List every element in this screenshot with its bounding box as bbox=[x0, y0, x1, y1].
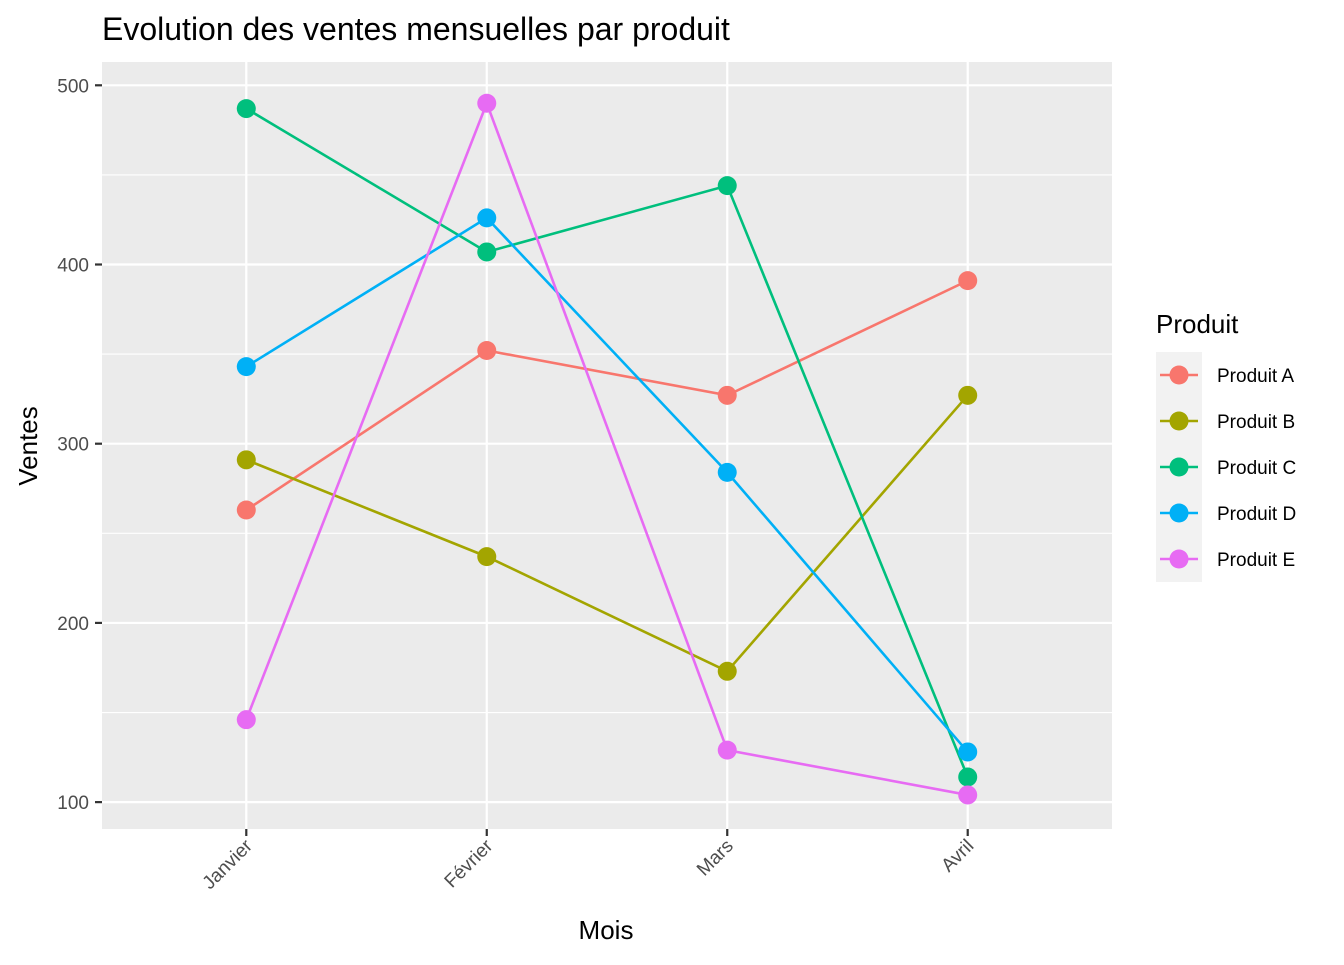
data-point bbox=[717, 661, 737, 681]
y-tick-label: 500 bbox=[57, 76, 89, 97]
data-point bbox=[717, 740, 737, 760]
legend-key-point bbox=[1169, 457, 1189, 477]
data-point bbox=[958, 742, 978, 762]
series-line bbox=[245, 99, 968, 797]
series-line bbox=[245, 394, 969, 673]
legend-item: Produit E bbox=[1156, 536, 1295, 582]
legend-label: Produit C bbox=[1217, 458, 1296, 479]
legend-label: Produit D bbox=[1217, 504, 1296, 525]
data-point bbox=[717, 462, 737, 482]
legend-key-point bbox=[1169, 411, 1189, 431]
data-point bbox=[236, 450, 256, 470]
data-point bbox=[717, 385, 737, 405]
panel-background bbox=[102, 62, 1112, 829]
series-produit-a bbox=[236, 271, 978, 520]
plot-panel bbox=[102, 62, 1112, 829]
legend-title: Produit bbox=[1156, 309, 1239, 339]
data-point bbox=[717, 176, 737, 196]
series-produit-e bbox=[236, 93, 978, 805]
series-produit-d bbox=[236, 208, 978, 762]
data-point bbox=[477, 93, 497, 113]
legend-item: Produit B bbox=[1156, 398, 1295, 444]
legend-item: Produit C bbox=[1156, 444, 1296, 490]
data-point bbox=[477, 242, 497, 262]
data-point bbox=[477, 208, 497, 228]
data-point bbox=[477, 341, 497, 361]
series-produit-b bbox=[236, 385, 978, 681]
series-line bbox=[245, 107, 969, 778]
series-line bbox=[245, 216, 969, 753]
legend-label: Produit B bbox=[1217, 412, 1295, 433]
legend-item: Produit A bbox=[1156, 352, 1294, 398]
data-point bbox=[236, 500, 256, 520]
y-axis-label: Ventes bbox=[13, 406, 43, 486]
y-tick-label: 100 bbox=[57, 793, 89, 814]
data-point bbox=[958, 767, 978, 787]
x-tick-label: Janvier bbox=[199, 835, 258, 894]
y-tick-label: 200 bbox=[57, 614, 89, 635]
series-line bbox=[245, 279, 969, 512]
y-tick-label: 300 bbox=[57, 435, 89, 456]
y-tick-label: 400 bbox=[57, 256, 89, 277]
legend-label: Produit A bbox=[1217, 366, 1294, 387]
legend-label: Produit E bbox=[1217, 550, 1295, 571]
series-produit-c bbox=[236, 99, 978, 787]
data-point bbox=[477, 547, 497, 567]
chart-title: Evolution des ventes mensuelles par prod… bbox=[102, 11, 730, 47]
series-layer bbox=[236, 93, 978, 805]
x-tick-label: Février bbox=[441, 835, 498, 892]
legend-item: Produit D bbox=[1156, 490, 1296, 536]
x-axis-label: Mois bbox=[579, 915, 634, 945]
legend: Produit Produit A Produit B Produit C Produ… bbox=[1156, 309, 1296, 582]
data-point bbox=[236, 99, 256, 119]
data-point bbox=[236, 710, 256, 730]
legend-key-point bbox=[1169, 549, 1189, 569]
x-tick-label: Mars bbox=[693, 836, 738, 881]
legend-key-point bbox=[1169, 503, 1189, 523]
data-point bbox=[236, 357, 256, 377]
data-point bbox=[958, 271, 978, 291]
data-point bbox=[958, 385, 978, 405]
x-tick-label: Avril bbox=[938, 836, 979, 877]
data-point bbox=[958, 785, 978, 805]
legend-key-point bbox=[1169, 365, 1189, 385]
